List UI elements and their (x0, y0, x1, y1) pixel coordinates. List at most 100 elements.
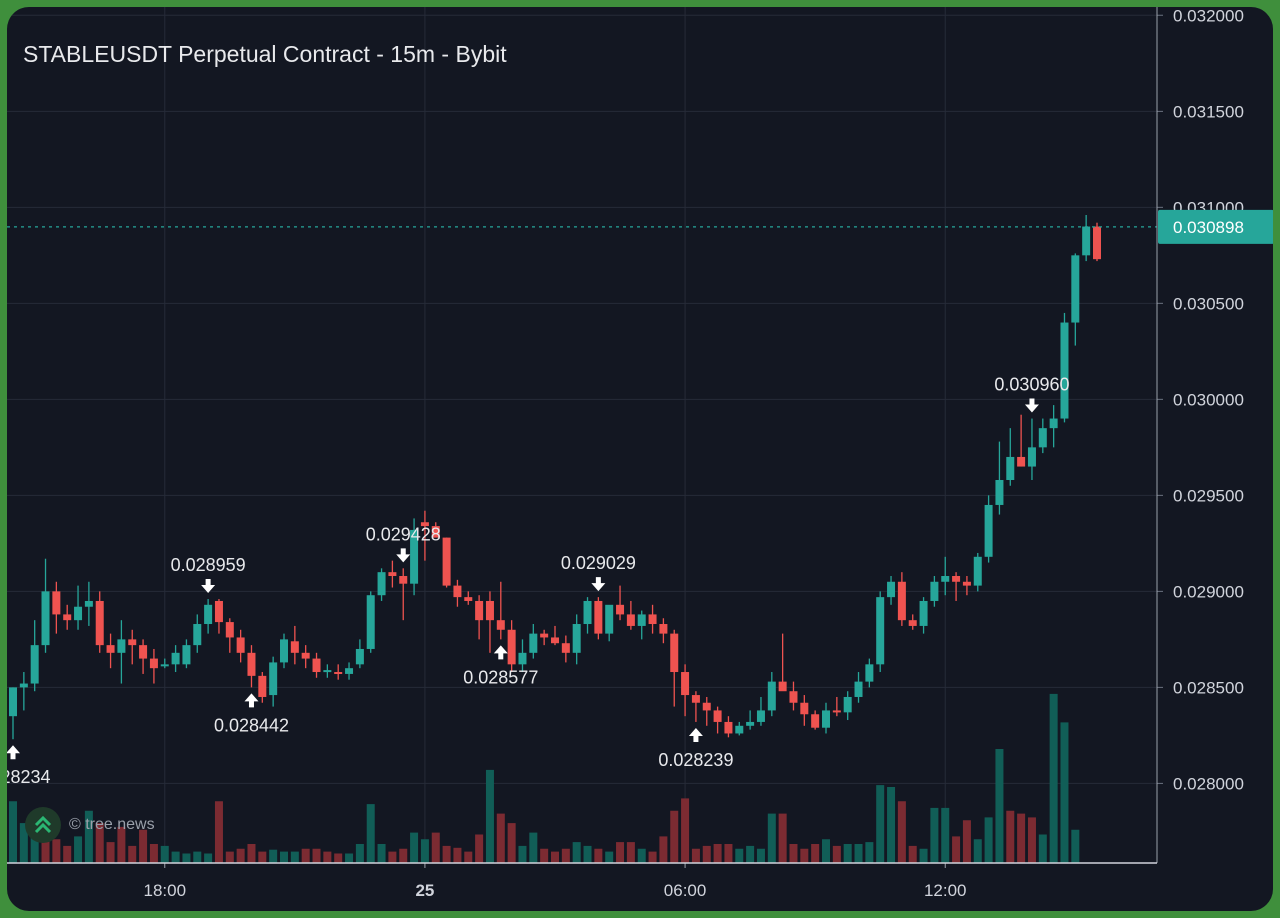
high-price-label: 0.029029 (561, 553, 636, 573)
candle-body (713, 710, 722, 722)
candle-body (139, 645, 148, 659)
volume-bar (854, 844, 863, 863)
candle-body (735, 725, 744, 734)
volume-bar (1049, 693, 1058, 863)
candle-body (908, 620, 917, 626)
candle-body (756, 710, 765, 722)
last-price-label: 0.030898 (1173, 218, 1244, 237)
volume-bar (702, 845, 711, 863)
volume-bar (410, 832, 419, 863)
arrow-up-icon (244, 693, 259, 708)
volume-bar (594, 848, 603, 863)
x-axis-tick-label: 18:00 (143, 881, 186, 900)
volume-bar (475, 834, 484, 863)
volume-bar (214, 801, 223, 863)
candle-body (410, 529, 419, 584)
candle-body (149, 658, 158, 669)
price-chart: 0.028234 0.028959 0.028442 0.029428 0.028577… (7, 7, 1273, 900)
volume-bar (670, 810, 679, 863)
candle-body (1038, 428, 1047, 448)
volume-bar (247, 844, 256, 863)
candle-body (345, 668, 354, 674)
volume-bar (724, 844, 733, 863)
high-price-label: 0.028959 (171, 555, 246, 575)
candle-body (30, 645, 39, 684)
volume-bar (626, 842, 635, 863)
volume-bar (735, 848, 744, 863)
candle-body (160, 664, 169, 667)
candle-body (258, 675, 267, 697)
volume-bar (19, 823, 28, 863)
candle-body (659, 624, 668, 634)
volume-bar (1017, 813, 1026, 863)
volume-bar (323, 851, 332, 863)
volume-bar (561, 848, 570, 863)
candle-body (1093, 226, 1101, 260)
volume-bar (811, 844, 820, 863)
x-axis-tick-label: 25 (415, 881, 434, 900)
price-annotations: 0.028234 0.028959 0.028442 0.029428 0.028577… (7, 375, 1069, 787)
y-axis-tick-label: 0.032000 (1173, 7, 1244, 25)
volume-bar (605, 851, 614, 863)
candle-body (74, 606, 83, 621)
candle-body (811, 714, 820, 728)
volume-bar (843, 844, 852, 863)
candle-body (887, 581, 896, 598)
volume-bar (377, 844, 386, 863)
candle-body (865, 664, 874, 682)
volume-bar (572, 842, 581, 863)
volume-bar (182, 853, 191, 863)
y-axis-tick-label: 0.029500 (1173, 486, 1244, 505)
volume-bar (431, 832, 440, 863)
candle-body (800, 702, 809, 715)
candle-body (9, 687, 17, 717)
candle-body (269, 662, 278, 696)
volume-bar (1006, 810, 1015, 863)
candle-body (572, 624, 581, 653)
candle-body (1006, 456, 1015, 480)
volume-bar (258, 851, 267, 863)
candle-body (366, 595, 375, 649)
arrow-up-icon (493, 645, 508, 660)
volume-bar (74, 836, 83, 863)
volume-bar (442, 845, 451, 863)
y-axis-tick-label: 0.028000 (1173, 774, 1244, 793)
candle-body (312, 658, 321, 673)
candle-body (84, 600, 93, 607)
candle-body (767, 681, 776, 711)
candle-body (388, 572, 397, 577)
candle-body (1027, 447, 1036, 467)
candle-body (594, 600, 603, 634)
x-axis-tick-label: 12:00 (924, 881, 967, 900)
candle-body (214, 600, 223, 623)
arrow-down-icon (396, 548, 411, 563)
candle-body (442, 537, 451, 586)
volume-bar (204, 853, 213, 863)
volume-bar (919, 848, 928, 863)
candle-body (334, 672, 343, 675)
candle-body (225, 622, 234, 638)
volume-bar (453, 847, 462, 863)
volume-bar (691, 848, 700, 863)
candle-body (236, 637, 245, 653)
candle-body (41, 591, 50, 646)
candle-body (431, 526, 440, 538)
y-axis-tick-label: 0.031500 (1173, 102, 1244, 121)
volume-bar (301, 848, 310, 863)
volume-bar (1060, 722, 1069, 863)
candle-body (464, 597, 473, 601)
candle-body (962, 581, 971, 586)
volume-bar (930, 807, 939, 863)
candle-body (1082, 226, 1091, 256)
volume-bar (876, 785, 885, 863)
grid (7, 7, 1157, 863)
candle-body (822, 710, 830, 728)
arrow-down-icon (591, 577, 606, 592)
x-axis-tick-label: 06:00 (664, 881, 707, 900)
candle-body (182, 645, 191, 665)
volume-bar (908, 845, 917, 863)
candle-body (561, 643, 570, 653)
candle-body (681, 672, 690, 696)
volume-bar (800, 848, 809, 863)
last-price-tag (1158, 209, 1273, 244)
